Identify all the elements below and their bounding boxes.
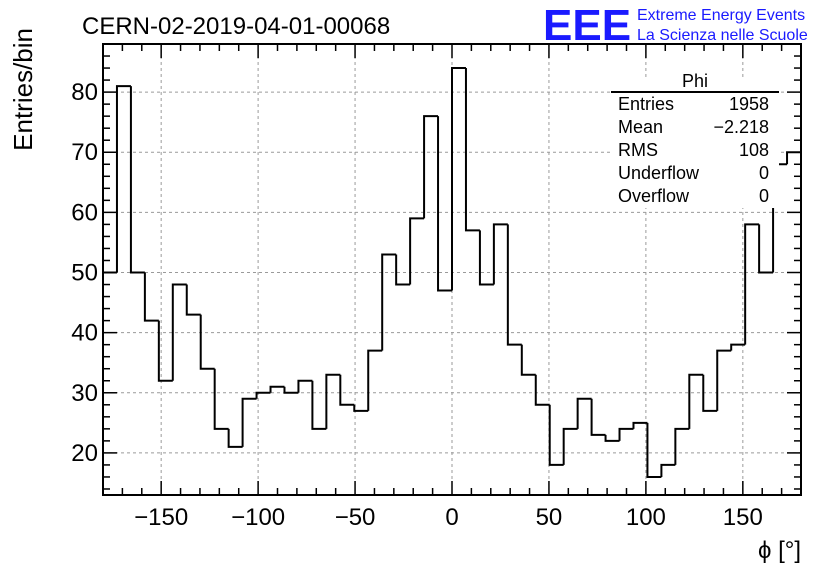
histogram-bin-1 [115,85,131,273]
histogram-bin-44 [716,349,732,411]
histogram-bin-0 [102,271,117,495]
histogram-bin-33 [562,427,578,465]
histogram-bin-29 [506,224,522,346]
histogram-bin-28 [492,223,508,285]
histogram-bin-30 [520,344,536,376]
stats-label-mean: Mean [618,117,663,137]
histogram-bin-39 [646,422,662,478]
histogram-bin-23 [423,115,439,219]
axis-ticks [103,43,801,495]
x-tick-label: 100 [626,504,666,531]
histogram-bin-19 [367,349,383,411]
histogram-bin-15 [311,380,327,430]
histogram-bin-9 [227,428,243,448]
y-tick-label: 50 [71,260,98,287]
stats-label-rms: RMS [618,140,658,160]
x-tick-label: −150 [134,504,188,531]
run-title: CERN-02-2019-04-01-00068 [82,13,390,40]
histogram-bin-3 [143,272,159,322]
stats-value-overflow: 0 [759,186,769,206]
y-axis-title: Entries/bin [8,28,38,151]
histogram-bin-5 [171,283,187,381]
histogram-bin-2 [129,86,145,274]
stats-value-entries: 1958 [729,94,769,114]
histogram-bin-14 [297,379,313,393]
histogram-bin-17 [339,374,355,406]
stats-value-underflow: 0 [759,163,769,183]
stats-label-entries: Entries [618,94,674,114]
histogram-bin-12 [269,385,285,393]
histogram-bin-22 [409,217,425,285]
histogram-bin-38 [632,421,648,429]
x-tick-label: 50 [536,504,563,531]
histogram-bin-6 [185,284,201,316]
x-tick-label: −50 [335,504,376,531]
plot-frame [102,43,802,496]
histogram-bin-11 [255,391,271,399]
logo-line-2: La Scienza nelle Scuole [637,27,808,44]
histogram-bin-31 [534,374,550,406]
histogram-bin-10 [241,397,257,447]
histogram-bin-16 [325,373,341,429]
y-tick-label: 80 [71,79,98,106]
logo-mark: EEE [543,1,631,50]
histogram-bin-35 [590,398,606,436]
x-tick-label: −100 [231,504,285,531]
histogram-bin-47 [758,224,774,274]
y-tick-label: 30 [71,380,98,407]
histogram-bin-45 [730,343,746,351]
histogram-bin-36 [604,434,620,442]
eee-logo: EEE Extreme Energy Events La Scienza nel… [543,1,808,50]
histogram-bin-40 [660,463,676,477]
stats-label-overflow: Overflow [618,186,690,206]
histogram-bin-13 [283,386,299,394]
histogram-bin-24 [437,116,452,292]
x-axis-title: ϕ [°] [758,537,801,564]
y-tick-label: 40 [71,320,98,347]
histogram-bin-43 [702,374,718,412]
histogram-bin-20 [381,253,397,351]
histogram-bin-42 [688,373,704,429]
histogram-bin-46 [744,223,760,345]
histogram-bin-49 [786,151,802,495]
histogram-bin-27 [478,230,494,286]
logo-line-1: Extreme Energy Events [637,7,805,24]
histogram-bin-7 [199,314,215,370]
histogram-bin-32 [548,404,564,466]
histogram-bin-34 [576,397,592,429]
histogram-bin-4 [157,320,173,382]
y-tick-label: 20 [71,440,98,467]
histogram-bin-21 [395,254,411,286]
stats-value-mean: −2.218 [713,117,769,137]
histogram-bin-25 [451,67,466,291]
stats-label-underflow: Underflow [618,163,700,183]
histogram-bin-26 [464,68,480,232]
x-tick-label: 0 [445,504,458,531]
histogram-bin-41 [674,427,690,465]
histogram-bin-37 [618,427,634,441]
histogram-bin-8 [213,368,229,430]
y-tick-label: 60 [71,199,98,226]
stats-box: Phi Entries 1958 Mean −2.218 RMS 108 Und… [611,71,779,208]
stats-box-background [611,78,779,208]
y-tick-label: 70 [71,139,98,166]
stats-value-rms: 108 [739,140,769,160]
x-tick-label: 150 [723,504,763,531]
histogram-bin-18 [353,404,369,412]
stats-title: Phi [682,71,708,91]
tick-labels: −150 −100 −50 0 50 100 150 20 30 40 50 60 70 80 [71,79,763,531]
